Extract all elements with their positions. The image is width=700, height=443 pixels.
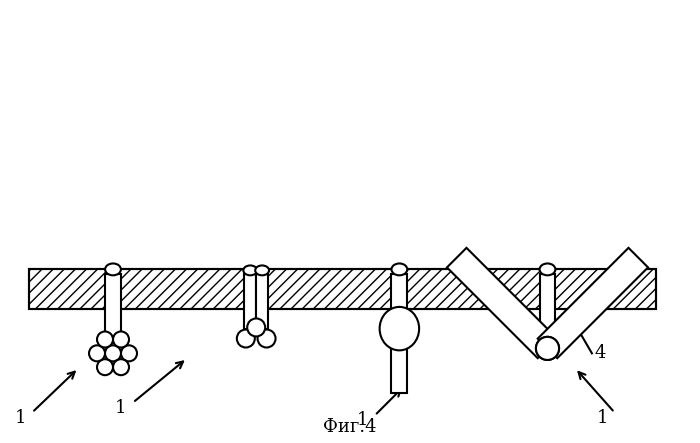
Polygon shape — [538, 248, 648, 358]
Text: 1: 1 — [15, 408, 26, 427]
Circle shape — [121, 346, 137, 361]
Circle shape — [97, 359, 113, 375]
Circle shape — [97, 331, 113, 347]
Bar — [540, 274, 555, 338]
Circle shape — [258, 330, 276, 347]
Ellipse shape — [256, 265, 269, 275]
Circle shape — [113, 359, 129, 375]
Text: 4: 4 — [595, 344, 606, 362]
Circle shape — [105, 346, 121, 361]
Bar — [391, 274, 407, 393]
Bar — [256, 274, 268, 329]
Circle shape — [247, 319, 265, 336]
Ellipse shape — [379, 307, 419, 350]
Bar — [105, 274, 121, 338]
Text: Фиг.4: Фиг.4 — [323, 418, 377, 436]
Circle shape — [89, 346, 105, 361]
Circle shape — [237, 330, 255, 347]
Text: 1: 1 — [116, 399, 127, 416]
Text: 1: 1 — [357, 412, 369, 429]
Ellipse shape — [244, 265, 257, 275]
Bar — [29, 269, 656, 309]
Polygon shape — [447, 248, 557, 358]
Ellipse shape — [540, 264, 555, 275]
Bar — [244, 274, 256, 329]
Circle shape — [536, 337, 559, 360]
Ellipse shape — [391, 264, 407, 275]
Bar — [29, 269, 656, 309]
Text: 1: 1 — [597, 408, 608, 427]
Ellipse shape — [105, 264, 121, 275]
Circle shape — [536, 337, 559, 360]
Circle shape — [113, 331, 129, 347]
